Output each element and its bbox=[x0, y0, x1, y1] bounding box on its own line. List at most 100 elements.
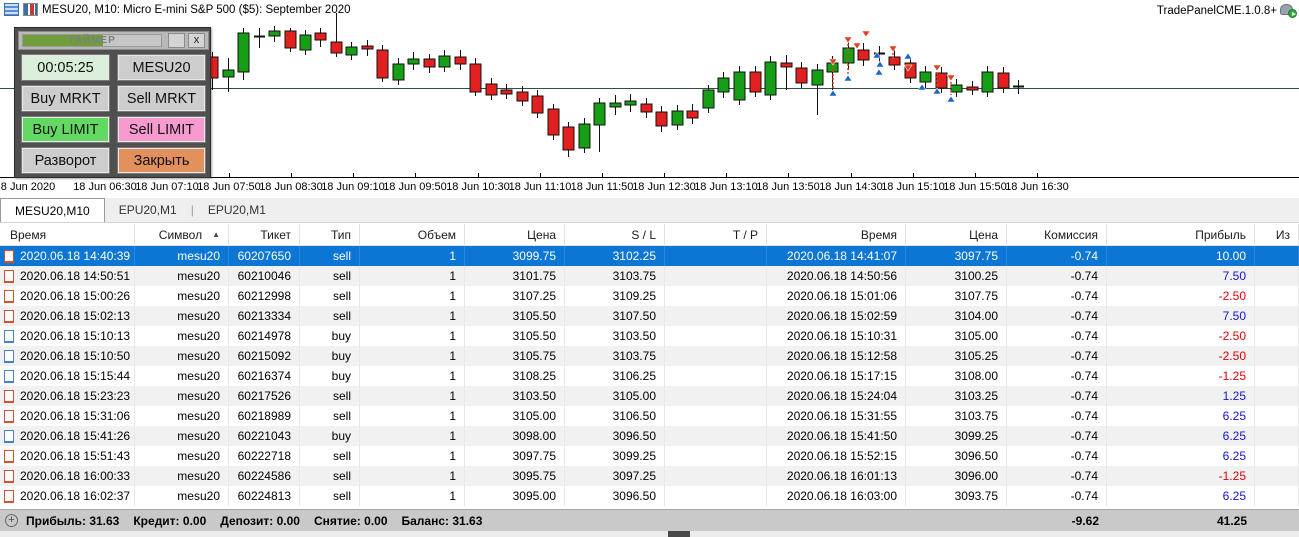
tab-epu20-m1[interactable]: EPU20,M1 bbox=[118, 203, 177, 217]
cell-price-open: 3101.75 bbox=[465, 266, 565, 286]
cell-sl: 3105.00 bbox=[565, 386, 665, 406]
horizontal-scrollbar[interactable] bbox=[0, 531, 1299, 537]
table-row[interactable]: 2020.06.18 15:51:43 mesu20 60222718 sell 1 30… bbox=[0, 446, 1299, 466]
cell-volume: 1 bbox=[360, 426, 465, 446]
cell-type: sell bbox=[300, 306, 360, 326]
scrollbar-thumb[interactable] bbox=[668, 531, 690, 537]
type-value: sell bbox=[332, 289, 351, 303]
table-row[interactable]: 2020.06.18 15:41:26 mesu20 60221043 buy 1 309… bbox=[0, 426, 1299, 446]
sl-value: 3102.25 bbox=[612, 249, 656, 263]
chart-area[interactable]: MESU20, M10: Micro E-mini S&P 500 ($5): … bbox=[0, 0, 1299, 197]
cell-extra bbox=[1255, 366, 1299, 386]
time-close-value: 2020.06.18 15:41:50 bbox=[786, 429, 897, 443]
table-row[interactable]: 2020.06.18 15:10:13 mesu20 60214978 buy 1 310… bbox=[0, 326, 1299, 346]
buy-mrkt-button[interactable]: Buy MRKT bbox=[21, 85, 110, 112]
column-header-3[interactable]: Тикет bbox=[229, 224, 300, 245]
cell-profit: 6.25 bbox=[1107, 486, 1255, 506]
profit-total: 41.25 bbox=[1216, 513, 1247, 528]
time-axis-label: 18 Jun 13:50 bbox=[756, 181, 820, 193]
cell-commission: -0.74 bbox=[1007, 286, 1107, 306]
sell-order-icon bbox=[4, 489, 14, 503]
column-header-12[interactable]: Прибыль bbox=[1107, 224, 1255, 245]
table-row[interactable]: 2020.06.18 14:40:39 mesu20 60207650 sell 1 30… bbox=[0, 246, 1299, 266]
cell-profit: -2.50 bbox=[1107, 286, 1255, 306]
cell-profit: 6.25 bbox=[1107, 406, 1255, 426]
table-row[interactable]: 2020.06.18 16:02:37 mesu20 60224813 sell 1 30… bbox=[0, 486, 1299, 506]
price-open-value: 3095.75 bbox=[512, 469, 556, 483]
cell-sl: 3107.50 bbox=[565, 306, 665, 326]
column-header-13[interactable]: Из bbox=[1255, 224, 1299, 245]
cell-price-close: 3099.25 bbox=[906, 426, 1007, 446]
table-row[interactable]: 2020.06.18 16:00:33 mesu20 60224586 sell 1 30… bbox=[0, 466, 1299, 486]
trade-panel-titlebar[interactable]: ТАЙМЕР x bbox=[18, 31, 209, 50]
закрыть-button[interactable]: Закрыть bbox=[117, 147, 206, 174]
cell-extra bbox=[1255, 406, 1299, 426]
cell-time-open: 2020.06.18 15:15:44 bbox=[0, 366, 135, 386]
column-header-5[interactable]: Объем bbox=[360, 224, 465, 245]
cell-extra bbox=[1255, 466, 1299, 486]
ticket-value: 60224813 bbox=[237, 489, 291, 503]
column-header-8[interactable]: T / P bbox=[665, 224, 767, 245]
table-row[interactable]: 2020.06.18 15:02:13 mesu20 60213334 sell 1 31… bbox=[0, 306, 1299, 326]
type-value: buy bbox=[331, 429, 351, 443]
column-header-2[interactable]: Символ ▲ bbox=[135, 224, 229, 245]
table-row[interactable]: 2020.06.18 15:00:26 mesu20 60212998 sell 1 31… bbox=[0, 286, 1299, 306]
cell-profit: -1.25 bbox=[1107, 466, 1255, 486]
table-row[interactable]: 2020.06.18 15:31:06 mesu20 60218989 sell 1 31… bbox=[0, 406, 1299, 426]
cell-extra bbox=[1255, 306, 1299, 326]
разворот-button[interactable]: Разворот bbox=[21, 147, 110, 174]
tab-epu20-m1[interactable]: EPU20,M1 bbox=[207, 203, 266, 217]
cell-ticket: 60207650 bbox=[229, 246, 300, 266]
time-close-value: 2020.06.18 16:03:00 bbox=[786, 489, 897, 503]
column-header-7[interactable]: S / L bbox=[565, 224, 665, 245]
type-value: sell bbox=[332, 489, 351, 503]
cell-price-close: 3103.25 bbox=[906, 386, 1007, 406]
table-row[interactable]: 2020.06.18 15:23:23 mesu20 60217526 sell 1 31… bbox=[0, 386, 1299, 406]
expert-advisor-icon[interactable] bbox=[1280, 3, 1297, 18]
commission-value: -0.74 bbox=[1070, 469, 1098, 483]
profit-value: 10.00 bbox=[1215, 249, 1246, 263]
cell-price-open: 3095.75 bbox=[465, 466, 565, 486]
column-header-11[interactable]: Комиссия bbox=[1007, 224, 1107, 245]
time-open-value: 2020.06.18 16:00:33 bbox=[20, 469, 131, 483]
cell-volume: 1 bbox=[360, 246, 465, 266]
sell-mrkt-button[interactable]: Sell MRKT bbox=[117, 85, 206, 112]
expert-name-label: TradePanelCME.1.0.8+ bbox=[1156, 5, 1277, 17]
price-close-value: 3097.75 bbox=[954, 249, 998, 263]
sl-value: 3103.50 bbox=[612, 329, 656, 343]
mesu20-button[interactable]: MESU20 bbox=[117, 54, 206, 81]
candlestick-chart[interactable] bbox=[0, 0, 1299, 197]
column-header-10[interactable]: Цена bbox=[906, 224, 1007, 245]
sell-limit-button[interactable]: Sell LIMIT bbox=[117, 116, 206, 143]
summary-value: 0.00 bbox=[182, 513, 207, 528]
close-button[interactable]: x bbox=[188, 33, 205, 48]
table-row[interactable]: 2020.06.18 15:15:44 mesu20 60216374 buy 1 310… bbox=[0, 366, 1299, 386]
00-05-25-button[interactable]: 00:05:25 bbox=[21, 54, 110, 81]
trade-panel: ТАЙМЕР x 00:05:25 MESU20 Buy MRKT Sell MRKT… bbox=[14, 27, 211, 178]
tab-mesu20-m10[interactable]: MESU20,M10 bbox=[0, 198, 105, 222]
cell-volume: 1 bbox=[360, 446, 465, 466]
column-header-4[interactable]: Тип bbox=[300, 224, 360, 245]
minimize-button[interactable] bbox=[168, 33, 185, 48]
volume-value: 1 bbox=[449, 289, 456, 303]
buy-limit-button[interactable]: Buy LIMIT bbox=[21, 116, 110, 143]
column-header-9[interactable]: Время bbox=[767, 224, 906, 245]
cell-time-open: 2020.06.18 15:02:13 bbox=[0, 306, 135, 326]
expand-icon[interactable]: + bbox=[5, 514, 18, 527]
price-close-value: 3103.25 bbox=[954, 389, 998, 403]
commission-value: -0.74 bbox=[1070, 249, 1098, 263]
cell-symbol: mesu20 bbox=[135, 386, 229, 406]
time-close-value: 2020.06.18 15:12:58 bbox=[786, 349, 897, 363]
column-header-6[interactable]: Цена bbox=[465, 224, 565, 245]
cell-ticket: 60224586 bbox=[229, 466, 300, 486]
cell-tp bbox=[665, 446, 767, 466]
cell-sl: 3096.50 bbox=[565, 486, 665, 506]
buy-order-icon bbox=[4, 349, 14, 363]
cell-extra bbox=[1255, 486, 1299, 506]
table-row[interactable]: 2020.06.18 15:10:50 mesu20 60215092 buy 1 310… bbox=[0, 346, 1299, 366]
column-header-1[interactable]: Время bbox=[0, 224, 135, 245]
table-row[interactable]: 2020.06.18 14:50:51 mesu20 60210046 sell 1 31… bbox=[0, 266, 1299, 286]
cell-volume: 1 bbox=[360, 326, 465, 346]
time-axis-label: 18 Jun 15:10 bbox=[881, 181, 945, 193]
